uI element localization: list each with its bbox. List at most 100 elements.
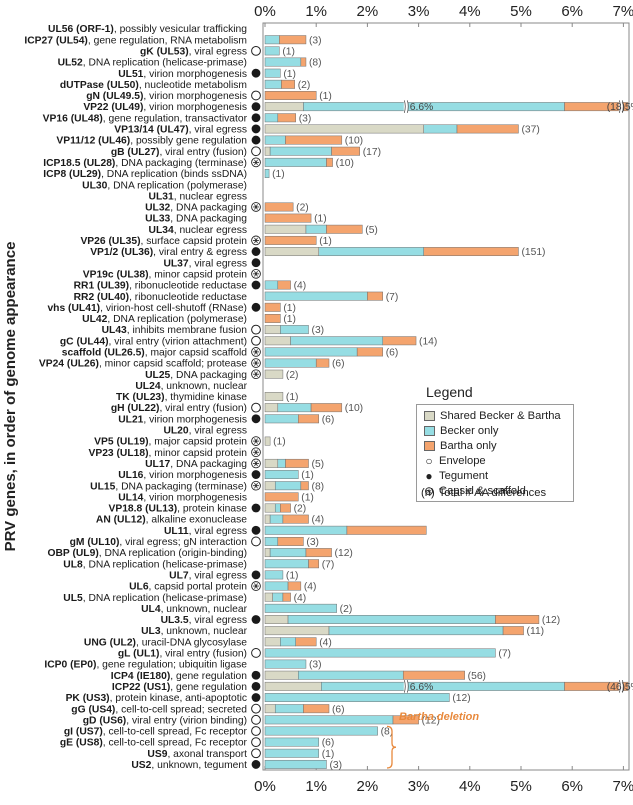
gene-function: , ribonucleotide reductase (129, 281, 247, 292)
gene-label: VP13/14 (UL47), viral egress (114, 125, 247, 136)
gene-name: VP22 (UL49) (83, 102, 143, 113)
aa-count-label: (4) (304, 582, 317, 593)
x-tick-label-bottom: 3% (408, 778, 430, 795)
gene-function: , nuclear egress (174, 191, 247, 202)
gene-function: , viral entry (virion attachment) (109, 336, 247, 347)
gene-name: UL8 (63, 559, 83, 570)
bar-becker (264, 157, 327, 167)
bar-becker (264, 414, 299, 424)
gene-name: OBP (UL9) (47, 548, 98, 559)
gene-name: gL (UL1) (118, 649, 160, 660)
gene-function: , virion morphogenesis (143, 492, 247, 503)
bar-bartha (264, 202, 294, 212)
legend-label: Bartha only (440, 440, 497, 452)
tegument-marker-icon (251, 124, 261, 134)
gene-name: UL14 (118, 492, 143, 503)
axis-break-mark (403, 680, 406, 693)
gene-function: , protein kinase, anti-apoptotic (110, 693, 247, 704)
gene-function: , DNA replication (helicase-primase) (83, 559, 247, 570)
gene-function: , DNA replication (polymerase) (107, 314, 247, 325)
gene-label: UL14, virion morphogenesis (118, 492, 247, 503)
capsid-marker-stroke (254, 438, 258, 444)
axis-break-mark (406, 100, 409, 113)
aa-count-label: (6) (386, 348, 399, 359)
bar-becker (264, 726, 378, 736)
tegument-marker-icon (251, 760, 261, 769)
gene-name: ICP0 (EP0) (44, 660, 96, 671)
gene-function: , nuclear egress (174, 225, 247, 236)
gene-function: , possibly gene regulation (130, 136, 247, 147)
bar-bartha (326, 224, 363, 234)
gene-name: VP1/2 (UL36) (90, 247, 153, 258)
tegument-marker-icon (251, 693, 261, 702)
gene-label: VP24 (UL26), minor capsid scaffold; prot… (39, 359, 247, 370)
bar-shared (264, 670, 299, 680)
gene-name: ICP22 (US1) (112, 682, 170, 693)
bar-bartha (495, 615, 540, 624)
gene-label: UL43, inhibits membrane fusion (102, 325, 248, 336)
gene-name: ICP18.5 (UL28) (43, 158, 115, 169)
axis-break-mark (621, 100, 624, 113)
aa-count-label: (8) (312, 481, 325, 492)
gene-function: , gene regulation, RNA metabolism (88, 35, 247, 46)
gene-label: US2, unknown, tegument (131, 760, 247, 771)
envelope-marker-icon (251, 335, 261, 346)
gene-name: UL32 (145, 203, 170, 214)
bar-bartha (300, 57, 307, 67)
gene-label: VP26 (UL35), surface capsid protein (80, 236, 247, 247)
aa-count-label: (1) (286, 392, 299, 403)
gene-function: , uracil-DNA glycosylase (136, 637, 247, 648)
gene-name: UL24 (135, 381, 160, 392)
gene-label: UL51, virion morphogenesis (118, 69, 247, 80)
gene-name: gI (US7) (64, 727, 103, 738)
tegument-marker-icon (251, 414, 261, 424)
gene-name: UL20 (163, 426, 188, 437)
envelope-marker-icon (251, 45, 261, 56)
bar-becker (264, 46, 280, 56)
gene-name: gC (UL44) (60, 336, 109, 347)
envelope-marker-icon (251, 324, 261, 335)
gene-name: RR1 (UL39) (74, 281, 130, 292)
bar-becker (264, 536, 279, 546)
gene-label: VP11/12 (UL46), possibly gene regulation (56, 136, 247, 147)
bar-bartha (264, 302, 281, 312)
aa-count-label: (5) (365, 225, 378, 236)
gene-function: , DNA packaging (170, 459, 247, 470)
gene-name: gK (UL53) (140, 46, 189, 57)
bar-bartha (282, 514, 309, 524)
gene-function: , DNA packaging (terminase) (115, 481, 247, 492)
legend-title: Legend (426, 384, 473, 400)
legend-item-tegument: ● Tegument (423, 469, 488, 483)
aa-count-label: (6) (332, 359, 345, 370)
aa-count-label: (5) (312, 459, 325, 470)
gene-label: gM (UL10), viral egress; gN interaction (70, 537, 248, 548)
bar-shared (264, 548, 271, 558)
bar-bartha (502, 626, 524, 636)
gene-name: UNG (UL2) (84, 637, 136, 648)
bar-bartha (282, 592, 291, 602)
bar-becker (264, 113, 279, 123)
axis-break-mark (618, 680, 621, 693)
gene-name: UL5 (63, 593, 83, 604)
bar-bartha (285, 458, 309, 468)
aa-count-label: (3) (312, 325, 325, 336)
gene-name: UL17 (145, 459, 170, 470)
gene-function: , virion morphogenesis (143, 470, 247, 481)
bar-shared (264, 615, 289, 624)
x-tick-label-bottom: 6% (561, 778, 583, 795)
bar-bartha (367, 291, 384, 301)
axis-break (403, 680, 408, 693)
x-tick-label-bottom: 5% (510, 778, 532, 795)
bar-shared (264, 102, 304, 112)
gene-label: ICP0 (EP0), gene regulation; ubiquitin l… (44, 660, 247, 671)
aa-count-label: (151) (521, 247, 545, 258)
gene-label: UL52, DNA replication (helicase-primase) (58, 58, 247, 69)
gene-label: UL20, viral egress (163, 426, 247, 437)
bar-shared (264, 704, 276, 714)
bar-becker (423, 124, 458, 134)
legend-swatch-shared (424, 411, 435, 421)
legend-count-marker: (n) (421, 487, 435, 499)
envelope-marker-icon (251, 714, 261, 725)
envelope-marker-icon (251, 737, 261, 748)
gene-function: , cell-to-cell spread; secreted (115, 704, 247, 715)
